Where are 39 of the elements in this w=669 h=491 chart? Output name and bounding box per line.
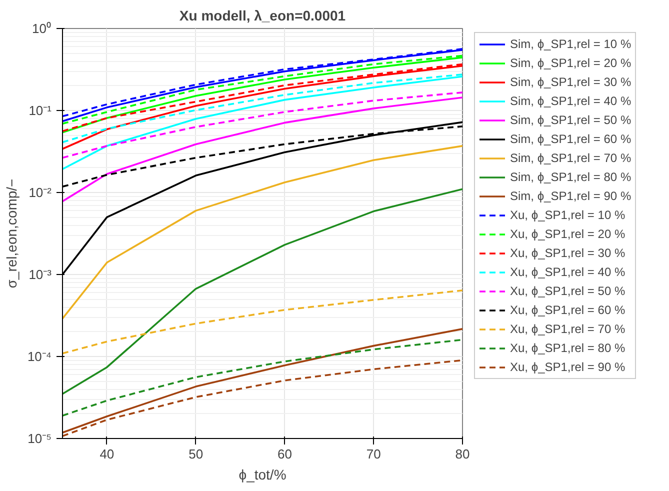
x-tick-label: 70 bbox=[366, 446, 381, 462]
y-tick-label: 10⁻⁵ bbox=[28, 431, 52, 446]
y-tick-label: 10⁻³ bbox=[28, 267, 52, 282]
legend-label: Xu, ϕ_SP1,rel = 50 % bbox=[510, 284, 626, 298]
legend-label: Sim, ϕ_SP1,rel = 30 % bbox=[510, 75, 632, 89]
legend-label: Xu, ϕ_SP1,rel = 20 % bbox=[510, 227, 626, 241]
legend-label: Sim, ϕ_SP1,rel = 60 % bbox=[510, 132, 632, 146]
legend-label: Xu, ϕ_SP1,rel = 30 % bbox=[510, 246, 626, 260]
y-tick-label: 10⁰ bbox=[32, 21, 52, 36]
line-series bbox=[62, 92, 462, 159]
x-tick-label: 80 bbox=[455, 446, 470, 462]
legend-label: Xu, ϕ_SP1,rel = 80 % bbox=[510, 341, 626, 355]
line-series bbox=[62, 96, 462, 202]
legend-label: Xu, ϕ_SP1,rel = 70 % bbox=[510, 322, 626, 336]
x-tick-label: 50 bbox=[188, 446, 204, 462]
y-tick-label: 10⁻² bbox=[28, 185, 52, 200]
y-axis-title: σ_rel,eon,comp/− bbox=[3, 178, 20, 288]
line-series bbox=[62, 289, 462, 354]
x-tick-label: 40 bbox=[100, 446, 114, 462]
chart-title: Xu modell, λ_eon=0.0001 bbox=[179, 8, 346, 24]
x-axis-title: ϕ_tot/% bbox=[238, 466, 286, 482]
line-series bbox=[62, 328, 462, 434]
legend-label: Sim, ϕ_SP1,rel = 40 % bbox=[510, 94, 632, 108]
y-tick-label: 10⁻⁴ bbox=[27, 349, 52, 364]
legend-label: Sim, ϕ_SP1,rel = 20 % bbox=[510, 56, 632, 70]
legend-label: Sim, ϕ_SP1,rel = 70 % bbox=[510, 151, 632, 165]
legend-label: Sim, ϕ_SP1,rel = 80 % bbox=[510, 170, 632, 184]
y-tick-label: 10⁻¹ bbox=[28, 103, 52, 118]
line-series bbox=[62, 338, 462, 417]
legend-label: Xu, ϕ_SP1,rel = 60 % bbox=[510, 303, 626, 317]
legend-label: Sim, ϕ_SP1,rel = 90 % bbox=[510, 189, 632, 203]
line-series bbox=[62, 145, 462, 320]
x-tick-label: 60 bbox=[277, 446, 292, 462]
legend-label: Sim, ϕ_SP1,rel = 10 % bbox=[510, 37, 632, 51]
legend-label: Xu, ϕ_SP1,rel = 40 % bbox=[510, 265, 626, 279]
legend-label: Sim, ϕ_SP1,rel = 50 % bbox=[510, 113, 632, 127]
legend-label: Xu, ϕ_SP1,rel = 10 % bbox=[510, 208, 626, 222]
line-series bbox=[62, 188, 462, 395]
legend-label: Xu, ϕ_SP1,rel = 90 % bbox=[510, 360, 626, 374]
